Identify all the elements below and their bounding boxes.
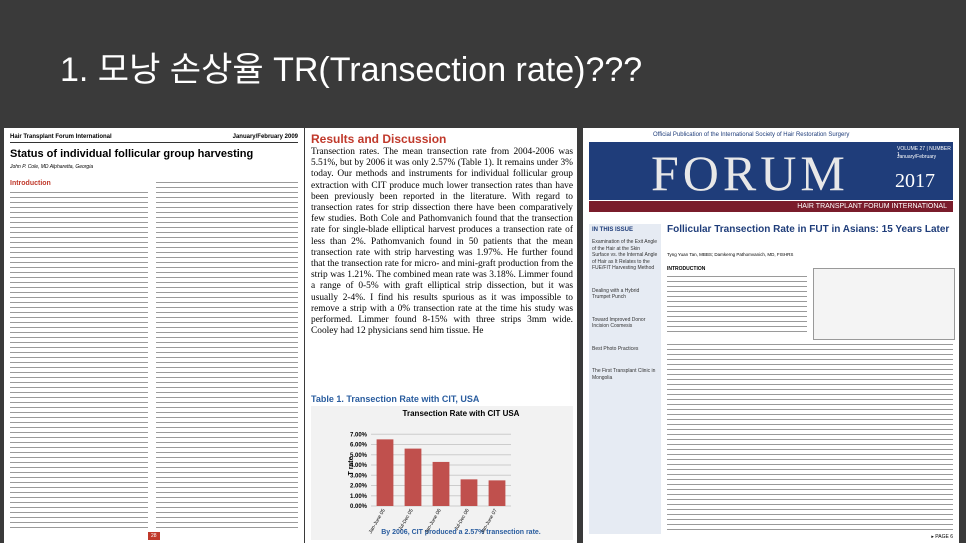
authors: Tyng Yuan Tan, MBBS; Damkerng Pathomvani… [667,252,794,257]
masthead: FORUM VOLUME 27 | NUMBER 1 January/Febru… [589,142,953,201]
bar [404,448,422,506]
y-tick-label: 2.00% [350,484,368,490]
y-tick-label: 5.00% [350,453,368,459]
text-block [667,274,807,334]
section: Introduction [10,180,51,187]
y-tick-label: 6.00% [350,443,368,449]
rule [10,142,298,143]
in-this-issue: IN THIS ISSUE [592,227,634,233]
caption: By 2006, CIT produced a 2.57% transectio… [381,529,541,536]
issue: January/February [897,154,937,160]
y-tick-label: 3.00% [350,473,368,479]
header-left: Hair Transplant Forum International [10,134,112,140]
chart-title: Transection Rate with CIT USA [403,409,520,418]
authors: John P. Cole, MD Alpharetta, Georgia [10,164,94,170]
figure [813,268,955,340]
year: 2017 [895,170,935,192]
sidebar-list: Examination of the Exit Angle of the Hai… [589,236,661,384]
article-title: Follicular Transection Rate in FUT in As… [667,224,950,235]
y-tick-label: 1.00% [350,494,368,500]
publication: Official Publication of the Internationa… [653,132,850,138]
bar [488,480,506,506]
sidebar-item[interactable]: Toward Improved Donor Incision Cosmesis [592,316,646,330]
bar [432,461,450,506]
logo: FORUM [651,145,849,201]
y-label: T rate [348,456,355,475]
sidebar-item[interactable]: Examination of the Exit Angle of the Hai… [592,239,658,271]
y-tick-label: 4.00% [350,463,368,469]
footer: ▸ PAGE 6 [931,534,953,540]
text-column [10,190,148,530]
sidebar-item[interactable]: Best Photo Practices [592,345,639,352]
paragraph: Transection rates. The mean transection … [311,147,573,337]
header-right: January/February 2009 [232,134,298,140]
y-tick-label: 7.00% [350,432,368,438]
sidebar: IN THIS ISSUE Examination of the Exit An… [589,224,661,534]
chart: Transection Rate with CIT USA T rate By … [311,406,573,540]
bar [460,479,478,506]
article-title: Status of individual follicular group ha… [10,148,254,160]
slide-title: 1. 모낭 손상율 TR(Transection rate)??? [60,51,643,89]
y-tick-label: 0.00% [350,504,368,510]
heading: Results and Discussion [311,132,447,146]
bar [376,439,394,506]
left-article: Hair Transplant Forum International Janu… [4,128,304,543]
right-journal: Official Publication of the Internationa… [583,128,959,543]
band: HAIR TRANSPLANT FORUM INTERNATIONAL [589,201,953,212]
volume: VOLUME 27 | NUMBER 1 [897,146,951,158]
sidebar-item[interactable]: Dealing with a Hybrid Trumpet Punch [592,287,640,301]
table-title: Table 1. Transection Rate with CIT, USA [311,394,480,404]
page-number: 28 [148,532,160,540]
middle-article: Results and Discussion Transection rates… [305,128,577,543]
text-block [667,342,953,532]
section: INTRODUCTION [667,266,706,272]
sidebar-item[interactable]: The First Transplant Clinic in Mongolia [592,368,656,381]
text-column [156,180,298,530]
